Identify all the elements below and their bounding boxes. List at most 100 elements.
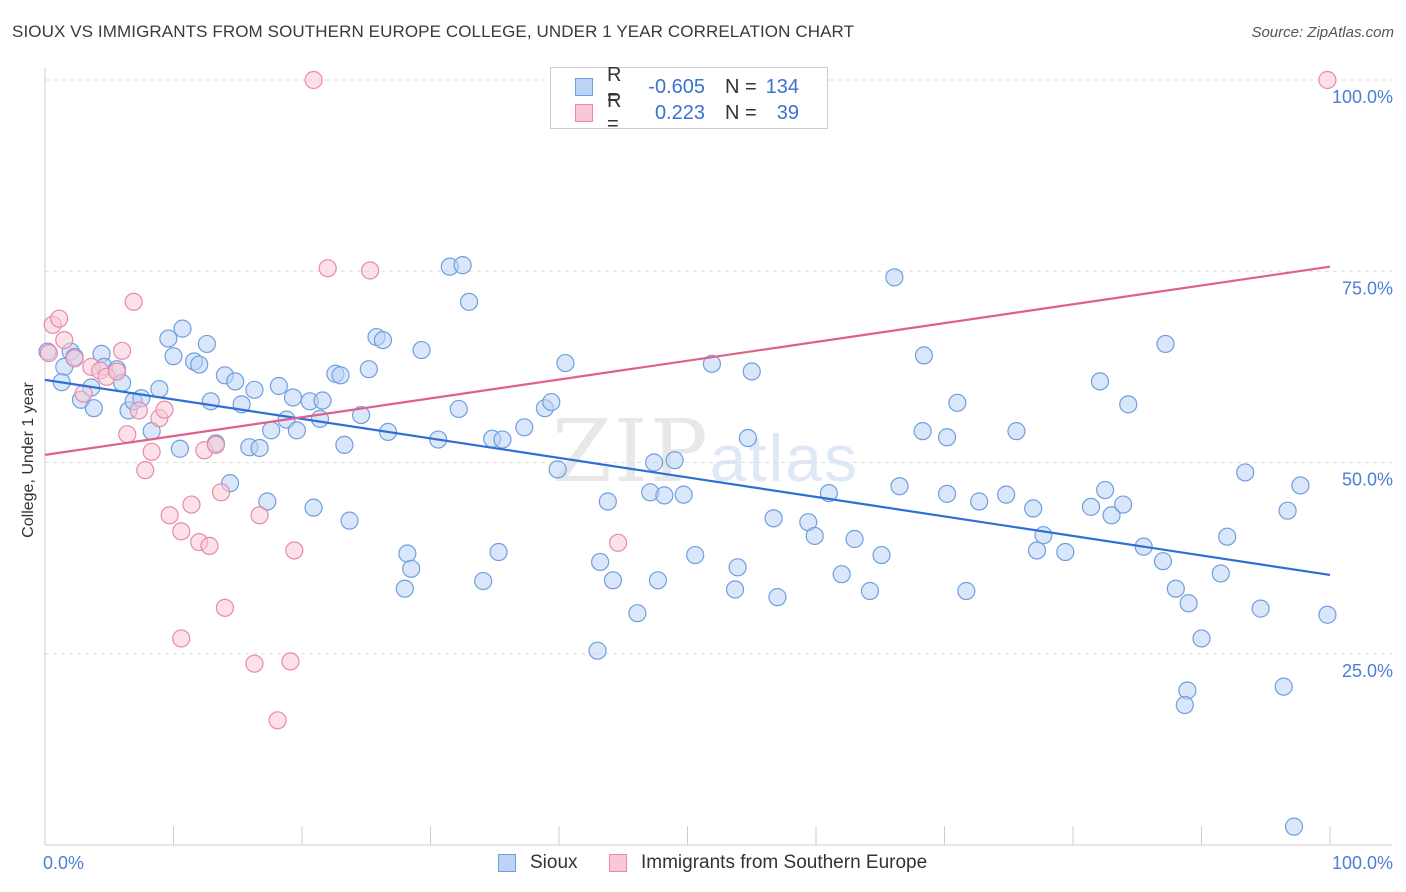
sioux-point[interactable] <box>453 256 472 275</box>
sioux-point[interactable] <box>395 579 414 598</box>
sioux-point[interactable] <box>352 405 371 425</box>
sioux-point[interactable] <box>262 421 281 440</box>
sioux-point[interactable] <box>226 372 245 391</box>
sioux-point[interactable] <box>245 380 264 399</box>
sioux-point[interactable] <box>970 492 989 511</box>
southern-europe-point[interactable] <box>65 349 84 368</box>
southern-europe-point[interactable] <box>39 344 58 363</box>
sioux-point[interactable] <box>1192 629 1211 648</box>
southern-europe-point[interactable] <box>1318 70 1337 90</box>
sioux-point[interactable] <box>548 460 567 479</box>
sioux-point[interactable] <box>628 604 647 623</box>
sioux-point[interactable] <box>742 362 761 381</box>
southern-europe-point[interactable] <box>281 652 300 671</box>
sioux-point[interactable] <box>1024 499 1043 518</box>
sioux-point[interactable] <box>872 545 891 565</box>
sioux-point[interactable] <box>1218 527 1237 546</box>
sioux-point[interactable] <box>474 571 493 591</box>
sioux-point[interactable] <box>1236 463 1255 482</box>
legend-item-sioux[interactable]: Sioux <box>498 852 578 874</box>
sioux-point[interactable] <box>313 391 332 410</box>
southern-europe-point[interactable] <box>172 629 191 648</box>
sioux-point[interactable] <box>1284 817 1304 836</box>
sioux-point[interactable] <box>598 492 617 511</box>
sioux-point[interactable] <box>150 379 169 399</box>
southern-europe-point[interactable] <box>155 400 174 419</box>
sioux-point[interactable] <box>493 430 512 449</box>
legend-item-southern-europe[interactable]: Immigrants from Southern Europe <box>609 852 927 874</box>
southern-europe-point[interactable] <box>129 401 148 420</box>
sioux-point[interactable] <box>948 393 967 412</box>
southern-europe-point[interactable] <box>609 533 628 552</box>
sioux-point[interactable] <box>728 558 747 577</box>
sioux-point[interactable] <box>1119 395 1138 414</box>
sioux-point[interactable] <box>197 334 217 354</box>
southern-europe-point[interactable] <box>268 711 287 730</box>
sioux-point[interactable] <box>957 581 976 601</box>
sioux-point[interactable] <box>269 376 288 396</box>
sioux-point[interactable] <box>768 588 787 607</box>
sioux-point[interactable] <box>1166 579 1185 598</box>
sioux-point[interactable] <box>588 641 607 660</box>
sioux-point[interactable] <box>250 438 269 458</box>
southern-europe-point[interactable] <box>318 259 337 278</box>
sioux-point[interactable] <box>340 511 359 530</box>
southern-europe-point[interactable] <box>55 331 74 350</box>
sioux-point[interactable] <box>1096 480 1115 500</box>
southern-europe-point[interactable] <box>285 541 304 560</box>
sioux-point[interactable] <box>1291 476 1310 495</box>
southern-europe-point[interactable] <box>245 654 264 673</box>
sioux-point[interactable] <box>459 292 479 311</box>
southern-europe-point[interactable] <box>304 70 323 90</box>
sioux-point[interactable] <box>489 542 508 562</box>
sioux-point[interactable] <box>648 571 668 590</box>
sioux-point[interactable] <box>1274 677 1293 696</box>
southern-europe-point[interactable] <box>172 522 191 541</box>
sioux-point[interactable] <box>304 498 323 517</box>
sioux-point[interactable] <box>1102 506 1121 525</box>
sioux-point[interactable] <box>764 509 783 528</box>
sioux-point[interactable] <box>937 484 957 503</box>
sioux-point[interactable] <box>542 392 561 412</box>
sioux-point[interactable] <box>170 439 190 458</box>
sioux-point[interactable] <box>201 392 220 411</box>
sioux-point[interactable] <box>845 529 864 549</box>
sioux-point[interactable] <box>1153 552 1173 571</box>
southern-europe-point[interactable] <box>211 483 231 502</box>
sioux-point[interactable] <box>665 451 684 470</box>
sioux-point[interactable] <box>644 453 664 472</box>
sioux-point[interactable] <box>674 485 693 504</box>
sioux-point[interactable] <box>398 544 417 563</box>
sioux-point[interactable] <box>402 559 421 578</box>
sioux-point[interactable] <box>258 492 277 511</box>
sioux-point[interactable] <box>1211 564 1230 583</box>
sioux-point[interactable] <box>449 399 468 419</box>
sioux-point[interactable] <box>1007 422 1026 441</box>
sioux-point[interactable] <box>860 581 880 601</box>
southern-europe-point[interactable] <box>124 292 143 311</box>
sioux-point[interactable] <box>997 485 1016 504</box>
southern-europe-point[interactable] <box>136 461 155 480</box>
sioux-point[interactable] <box>805 526 824 546</box>
sioux-point[interactable] <box>591 552 610 572</box>
sioux-point[interactable] <box>1175 695 1194 715</box>
sioux-point[interactable] <box>702 354 722 373</box>
sioux-point[interactable] <box>725 580 745 599</box>
sioux-point[interactable] <box>1251 599 1270 618</box>
sioux-point[interactable] <box>832 565 851 584</box>
sioux-point[interactable] <box>1156 334 1175 354</box>
sioux-point[interactable] <box>655 486 674 505</box>
sioux-point[interactable] <box>515 418 534 437</box>
southern-europe-point[interactable] <box>118 425 137 444</box>
southern-europe-point[interactable] <box>50 309 69 328</box>
sioux-point[interactable] <box>359 360 378 379</box>
sioux-point[interactable] <box>1056 542 1075 562</box>
sioux-point[interactable] <box>1318 605 1337 624</box>
sioux-point[interactable] <box>331 366 350 385</box>
southern-europe-point[interactable] <box>361 261 380 280</box>
southern-europe-point[interactable] <box>206 435 226 455</box>
sioux-point[interactable] <box>890 477 909 496</box>
sioux-point[interactable] <box>412 340 431 360</box>
sioux-point[interactable] <box>556 353 575 373</box>
sioux-point[interactable] <box>603 571 623 590</box>
